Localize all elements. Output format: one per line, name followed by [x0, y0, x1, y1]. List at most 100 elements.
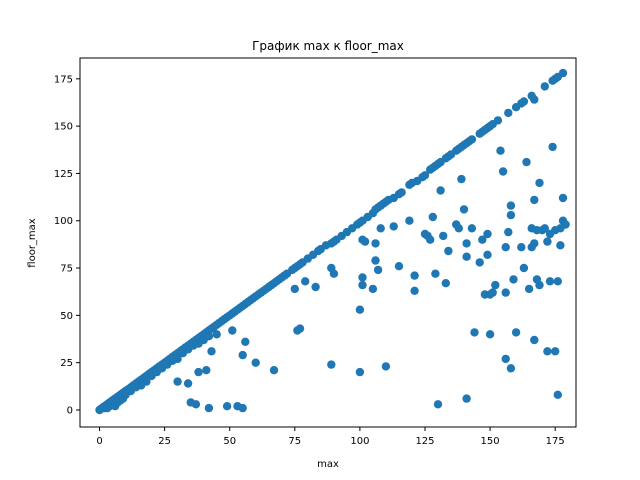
data-point [251, 358, 260, 367]
data-point [501, 354, 510, 364]
data-point [426, 235, 435, 244]
data-point [420, 171, 430, 180]
data-point [561, 220, 570, 229]
data-point [462, 239, 471, 248]
data-point [485, 330, 495, 339]
data-point [389, 222, 398, 231]
data-point [428, 212, 437, 222]
data-point [394, 262, 404, 271]
y-tick-label: 175 [54, 74, 73, 85]
y-tick-label: 125 [54, 169, 73, 180]
data-point [436, 186, 445, 195]
data-point [543, 237, 552, 246]
y-tick-label: 100 [54, 216, 73, 227]
data-point [506, 210, 516, 220]
x-tick-label: 25 [158, 436, 171, 447]
data-point [360, 237, 370, 246]
axes-frame [79, 57, 577, 428]
data-point [506, 201, 516, 210]
data-point [524, 284, 534, 294]
x-tick-label: 175 [546, 436, 565, 447]
data-point [441, 279, 450, 288]
data-point [405, 216, 414, 225]
y-axis-label: floor_max [27, 218, 38, 268]
data-point [483, 229, 492, 239]
data-point [548, 142, 557, 152]
data-point [204, 403, 214, 413]
data-point [553, 277, 562, 286]
data-point [462, 252, 471, 261]
data-point [483, 250, 492, 259]
data-point [194, 367, 203, 377]
data-point [509, 275, 518, 284]
data-point [467, 135, 477, 144]
data-point [433, 400, 443, 409]
data-point [467, 224, 477, 233]
data-point [491, 280, 500, 290]
data-point [496, 146, 505, 155]
data-point [488, 288, 497, 297]
data-point [222, 402, 232, 411]
data-point [543, 347, 552, 356]
data-point [506, 364, 516, 373]
data-point [459, 205, 469, 214]
data-point [504, 108, 513, 118]
data-point [530, 239, 539, 248]
data-point [470, 328, 479, 337]
x-tick-label: 75 [288, 436, 301, 447]
data-point [478, 235, 487, 244]
x-tick-label: 150 [481, 436, 500, 447]
data-point [368, 284, 378, 294]
data-point [535, 178, 544, 188]
data-point [439, 231, 448, 241]
data-point [329, 269, 339, 278]
data-point [212, 330, 221, 339]
data-point [202, 366, 211, 375]
y-tick-label: 25 [60, 358, 73, 369]
data-point [358, 273, 367, 282]
data-point [376, 224, 385, 233]
data-point [530, 335, 539, 345]
data-point [290, 284, 299, 294]
data-point [371, 239, 380, 248]
data-point [241, 337, 250, 346]
data-point [530, 95, 539, 104]
data-point [504, 227, 513, 237]
data-point [397, 188, 406, 197]
data-point [498, 167, 508, 176]
data-point [355, 305, 365, 314]
y-tick-label: 150 [54, 122, 73, 133]
x-axis: 0 25 50 75 100 125 150 175 [96, 427, 565, 447]
x-tick-label: 125 [415, 436, 434, 447]
data-point [269, 366, 279, 375]
data-point [535, 280, 544, 290]
data-point [530, 195, 539, 205]
data-point [522, 157, 531, 167]
data-point [475, 258, 484, 267]
data-point [431, 269, 440, 278]
data-point [517, 243, 526, 252]
data-point [327, 360, 336, 369]
data-point [410, 286, 419, 295]
y-tick-label: 0 [67, 405, 73, 416]
data-point [311, 282, 320, 292]
data-point [540, 224, 549, 233]
data-point [558, 193, 568, 203]
data-point [457, 174, 466, 184]
data-point [501, 243, 510, 252]
data-point [173, 377, 182, 386]
data-point [228, 326, 237, 335]
data-point [204, 332, 214, 341]
x-tick-label: 50 [223, 436, 236, 447]
data-point [545, 277, 555, 286]
data-point [371, 256, 380, 265]
data-point [551, 347, 560, 356]
data-point [540, 82, 549, 91]
data-point [295, 324, 305, 333]
data-point [238, 403, 247, 413]
data-point [519, 97, 529, 106]
data-point [519, 263, 529, 273]
x-tick-label: 100 [350, 436, 369, 447]
data-point [142, 377, 151, 386]
